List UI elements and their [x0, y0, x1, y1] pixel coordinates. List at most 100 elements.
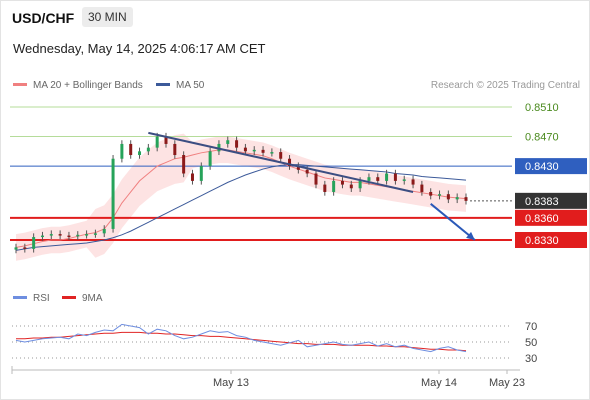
level-last_price: 0.8383: [470, 192, 587, 209]
candle-body: [420, 184, 424, 192]
candle-body: [146, 147, 150, 152]
candle-body: [464, 197, 468, 201]
level-pivot: 0.8430: [10, 158, 587, 175]
support-badge: [515, 209, 587, 226]
time-tick-label: May 14: [421, 377, 457, 389]
candle-body: [288, 158, 292, 167]
level-label: 0.8330: [525, 235, 559, 247]
candle-body: [332, 180, 336, 192]
ma9-swatch: [62, 295, 76, 299]
candle-body: [111, 158, 115, 229]
candles: [14, 132, 468, 254]
level-label: 0.8360: [525, 213, 559, 225]
level-resistance: 0.8510: [10, 102, 559, 114]
candle-body: [296, 166, 300, 170]
rsi-line: [15, 323, 467, 353]
rsi-tick-label: 30: [525, 353, 537, 365]
level-label: 0.8470: [525, 132, 559, 144]
candle-body: [190, 173, 194, 181]
time-tick-label: May 23: [489, 377, 525, 389]
candle-body: [323, 184, 327, 192]
candle-body: [14, 247, 18, 250]
research-credit: Research © 2025 Trading Central: [430, 80, 580, 91]
candle-body: [340, 180, 344, 185]
ma50-label: MA 50: [176, 80, 205, 91]
pivot-badge: [515, 158, 587, 175]
projection-arrow: [430, 203, 476, 241]
candle-body: [270, 152, 274, 154]
candle-body: [305, 169, 309, 174]
candle-body: [358, 180, 362, 189]
ma20-label: MA 20 + Bollinger Bands: [33, 80, 143, 91]
candle-body: [67, 235, 71, 238]
candle-body: [23, 247, 27, 249]
candle-body: [182, 155, 186, 174]
ma50-swatch: [156, 82, 170, 86]
candle-body: [85, 234, 89, 236]
candle-body: [208, 151, 212, 167]
candle-body: [438, 194, 442, 196]
support-badge: [515, 232, 587, 248]
candle-body: [164, 136, 168, 144]
candle-body: [49, 234, 53, 236]
rsi-panel: 30 50 70: [12, 321, 537, 365]
candle-body: [376, 177, 380, 181]
candle-body: [393, 173, 397, 181]
candle-body: [226, 140, 230, 144]
candle-body: [32, 237, 36, 249]
rsi-label: RSI: [33, 293, 50, 304]
level-support: 0.8330: [10, 232, 587, 248]
candle-body: [385, 173, 389, 181]
timeframe-badge[interactable]: 30 MIN: [82, 7, 133, 27]
candle-body: [102, 228, 106, 234]
chart-datetime: Wednesday, May 14, 2025 4:06:17 AM CET: [13, 41, 266, 56]
level-support: 0.8360: [10, 209, 587, 226]
ma9-label: 9MA: [82, 293, 103, 304]
bollinger-band: [16, 133, 466, 261]
candle-body: [446, 194, 450, 200]
time-axis: May 13 May 14 May 23: [11, 366, 525, 389]
level-label: 0.8383: [525, 196, 559, 208]
candle-body: [138, 151, 142, 156]
legend-9ma: 9MA: [62, 293, 103, 304]
time-tick-label: May 13: [213, 377, 249, 389]
candle-body: [173, 143, 177, 156]
level-resistance: 0.8470: [10, 132, 559, 144]
candle-body: [314, 173, 318, 185]
ma50-line: [15, 164, 467, 251]
rsi-tick-label: 70: [525, 321, 537, 333]
rsi-tick-label: 50: [525, 337, 537, 349]
candle-body: [252, 149, 256, 152]
candle-body: [367, 177, 371, 181]
candle-body: [235, 140, 239, 148]
candle-body: [279, 152, 283, 159]
last-price-badge: [515, 192, 587, 209]
rsi-swatch: [13, 295, 27, 299]
bearish-trendline: [148, 131, 414, 193]
legend-ma20: MA 20 + Bollinger Bands: [13, 80, 143, 91]
level-label: 0.8510: [525, 102, 559, 114]
candle-body: [93, 233, 97, 235]
candle-body: [455, 197, 459, 200]
candle-body: [429, 191, 433, 196]
header-bar: USD/CHF 30 MIN: [0, 0, 590, 36]
projection-arrowhead: [466, 231, 475, 240]
candle-body: [120, 143, 124, 159]
symbol-title: USD/CHF: [12, 10, 75, 26]
candle-body: [40, 235, 44, 238]
level-label: 0.8430: [525, 161, 559, 173]
candle-body: [155, 136, 159, 148]
candle-body: [199, 166, 203, 181]
candle-body: [129, 143, 133, 156]
candle-body: [261, 149, 265, 153]
candle-body: [76, 234, 80, 237]
legend-rsi: RSI: [13, 293, 50, 304]
legend-ma50: MA 50: [156, 80, 204, 91]
candle-body: [411, 179, 415, 185]
candle-body: [349, 184, 353, 189]
candle-body: [243, 147, 247, 152]
ma20-swatch: [13, 82, 27, 86]
candle-body: [58, 234, 62, 236]
candle-body: [402, 179, 406, 181]
